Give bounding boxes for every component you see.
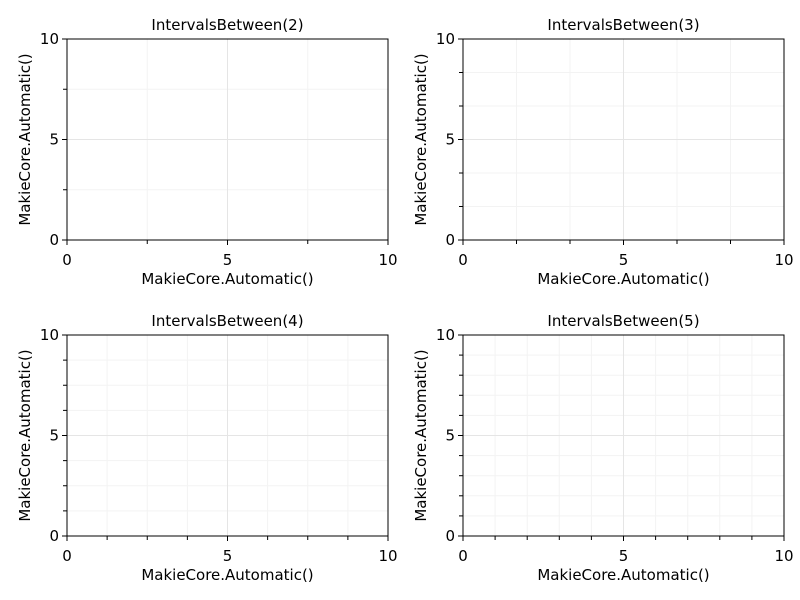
y-tick-label: 10 <box>40 30 59 48</box>
y-axis-label: MakieCore.Automatic() <box>412 349 430 521</box>
x-tick-label: 0 <box>458 547 468 565</box>
x-tick-label: 0 <box>62 251 72 269</box>
y-tick-label: 10 <box>40 326 59 344</box>
y-axis-label: MakieCore.Automatic() <box>16 349 34 521</box>
x-tick-label: 0 <box>62 547 72 565</box>
y-tick-label: 0 <box>445 231 455 249</box>
chart-title: IntervalsBetween(5) <box>547 312 699 330</box>
grid <box>462 38 785 241</box>
chart-title: IntervalsBetween(3) <box>547 16 699 34</box>
y-axis-label: MakieCore.Automatic() <box>16 53 34 225</box>
x-axis-label: MakieCore.Automatic() <box>537 270 709 288</box>
grid <box>66 38 389 241</box>
x-axis-label: MakieCore.Automatic() <box>537 566 709 584</box>
x-axis-label: MakieCore.Automatic() <box>141 270 313 288</box>
x-tick-label: 0 <box>458 251 468 269</box>
x-axis-label: MakieCore.Automatic() <box>141 566 313 584</box>
y-tick-label: 0 <box>445 527 455 545</box>
x-tick-label: 10 <box>774 251 793 269</box>
y-tick-label: 5 <box>49 131 59 149</box>
y-tick-label: 0 <box>49 231 59 249</box>
x-tick-label: 10 <box>378 251 397 269</box>
x-tick-label: 5 <box>223 547 233 565</box>
y-tick-label: 10 <box>436 326 455 344</box>
y-tick-label: 5 <box>49 427 59 445</box>
y-tick-label: 5 <box>445 131 455 149</box>
x-tick-label: 5 <box>619 547 629 565</box>
chart-title: IntervalsBetween(4) <box>151 312 303 330</box>
grid <box>462 334 785 537</box>
chart-title: IntervalsBetween(2) <box>151 16 303 34</box>
y-tick-label: 10 <box>436 30 455 48</box>
grid <box>66 334 389 537</box>
x-tick-label: 10 <box>378 547 397 565</box>
y-axis-label: MakieCore.Automatic() <box>412 53 430 225</box>
y-tick-label: 5 <box>445 427 455 445</box>
x-tick-label: 5 <box>619 251 629 269</box>
chart-panel: 0 5 10 0 5 10 IntervalsBetween(2) MakieCore.Aut… <box>16 16 398 288</box>
chart-panel: 0 5 10 0 5 10 IntervalsBetween(5) MakieCore.Aut… <box>412 312 794 584</box>
chart-panel: 0 5 10 0 5 10 IntervalsBetween(4) MakieCore.Aut… <box>16 312 398 584</box>
x-tick-label: 5 <box>223 251 233 269</box>
y-tick-label: 0 <box>49 527 59 545</box>
chart-panel: 0 5 10 0 5 10 IntervalsBetween(3) MakieCore.Aut… <box>412 16 794 288</box>
x-tick-label: 10 <box>774 547 793 565</box>
